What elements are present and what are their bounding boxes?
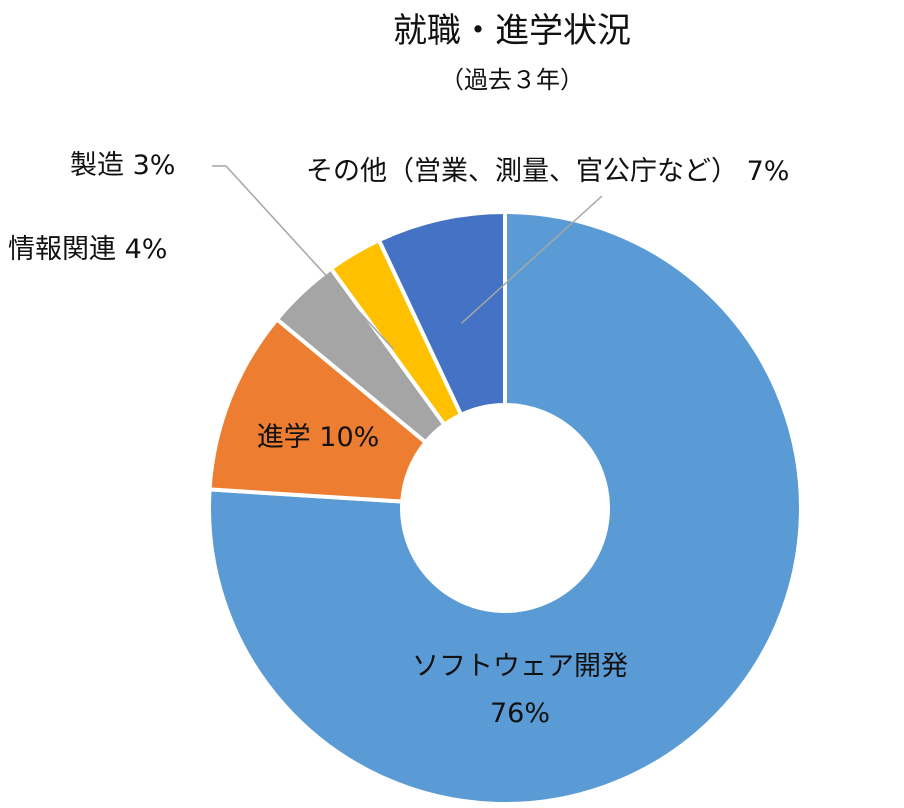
slice-label-1: 進学 10%	[257, 422, 380, 453]
slice-4	[376, 210, 507, 417]
slice-label-0: ソフトウェア開発	[412, 651, 628, 682]
slice-0	[207, 210, 803, 806]
chart-title: 就職・進学状況	[393, 11, 631, 51]
leader-lines	[212, 165, 603, 350]
slice-1	[207, 317, 428, 504]
slice-labels: ソフトウェア開発 76% 進学 10% 情報関連 4% 製造 3% その他（営業、測量、官…	[8, 150, 789, 729]
slice-label-3: 製造 3%	[70, 150, 175, 181]
slice-label-4: その他（営業、測量、官公庁など） 7%	[306, 156, 789, 187]
leader-line-4	[460, 195, 603, 324]
leader-line-3	[212, 165, 394, 350]
slice-value-0: 76%	[490, 698, 550, 729]
slice-label-2: 情報関連 4%	[8, 234, 167, 265]
slices-group	[207, 210, 803, 806]
chart-subtitle: （過去３年）	[440, 66, 584, 94]
